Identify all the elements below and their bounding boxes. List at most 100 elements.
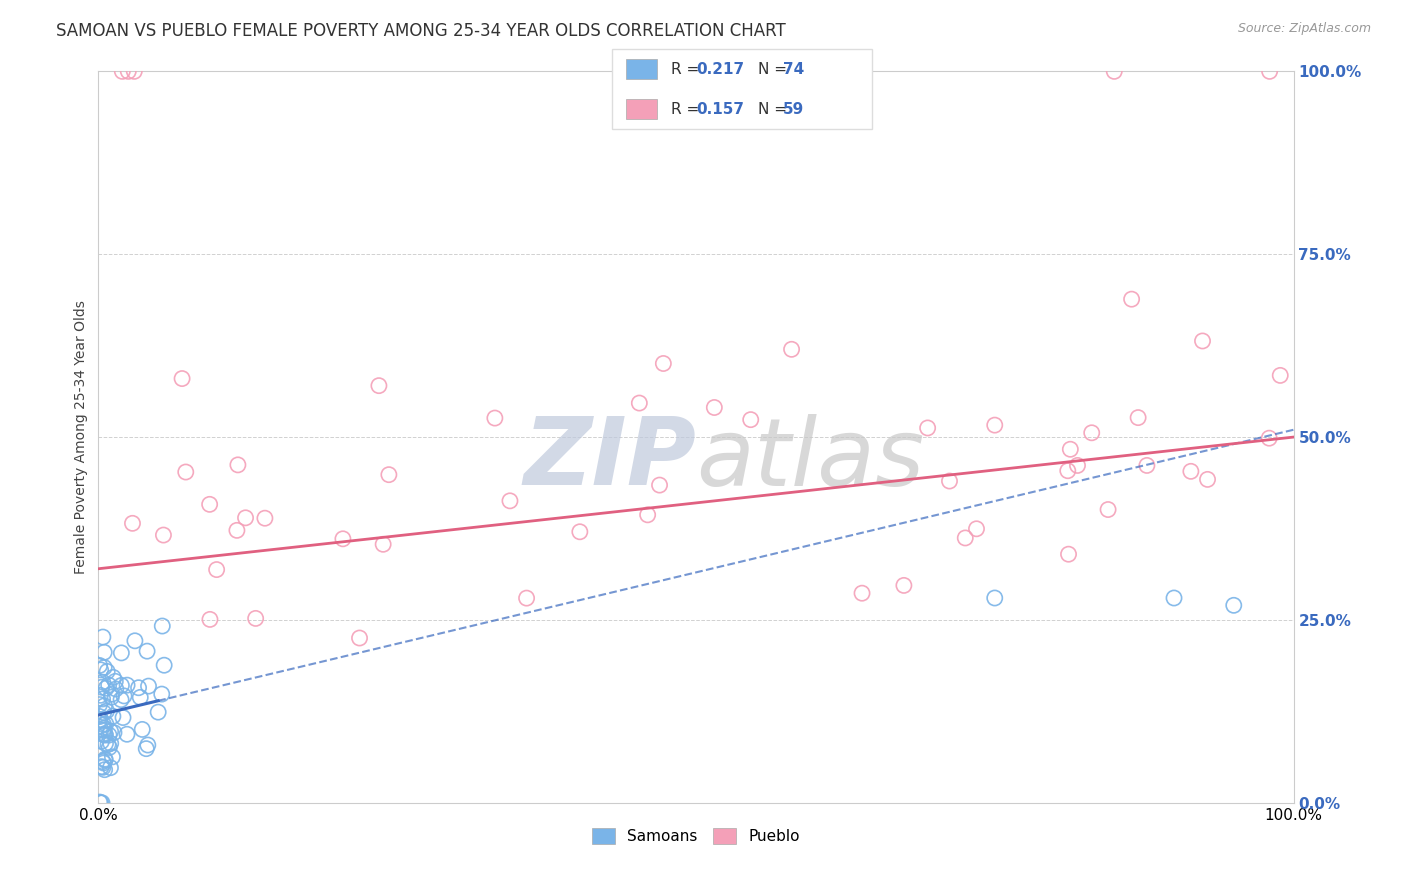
Point xyxy=(110,646,132,660)
Point xyxy=(98,740,121,755)
Point xyxy=(235,511,257,525)
Point xyxy=(150,687,173,701)
Point xyxy=(205,563,228,577)
Point xyxy=(1191,334,1213,348)
Point xyxy=(652,357,675,371)
Point xyxy=(115,727,138,741)
Point xyxy=(100,690,122,705)
Point xyxy=(148,705,170,719)
Point xyxy=(124,64,146,78)
Point xyxy=(984,591,1007,605)
Point xyxy=(110,692,132,706)
Point xyxy=(91,760,114,774)
Point xyxy=(93,756,115,770)
Text: 74: 74 xyxy=(783,62,804,77)
Text: Source: ZipAtlas.com: Source: ZipAtlas.com xyxy=(1237,22,1371,36)
Point xyxy=(198,612,221,626)
Point xyxy=(516,591,538,606)
Point xyxy=(94,752,117,766)
Text: atlas: atlas xyxy=(696,414,924,505)
Point xyxy=(94,681,117,696)
Point xyxy=(90,663,112,677)
Point xyxy=(1258,64,1281,78)
Point xyxy=(104,674,127,689)
Point xyxy=(198,497,221,511)
Point xyxy=(1197,472,1219,486)
Point xyxy=(94,728,117,742)
Point xyxy=(94,717,117,731)
Point xyxy=(103,725,125,739)
Text: 0.157: 0.157 xyxy=(696,102,744,117)
Point xyxy=(938,474,960,488)
Point xyxy=(93,660,115,674)
Point xyxy=(93,717,115,731)
Text: N =: N = xyxy=(758,62,792,77)
Point xyxy=(100,687,122,701)
Point xyxy=(91,692,114,706)
Text: 59: 59 xyxy=(783,102,804,117)
Point xyxy=(93,723,115,737)
Point xyxy=(93,728,115,742)
Point xyxy=(245,611,267,625)
Point xyxy=(917,421,939,435)
Point xyxy=(93,763,115,777)
Point xyxy=(90,723,112,737)
Point xyxy=(97,678,120,692)
Point xyxy=(136,738,159,752)
Point xyxy=(226,458,249,472)
Point xyxy=(100,736,122,750)
Point xyxy=(89,709,111,723)
Point xyxy=(1097,502,1119,516)
Point xyxy=(136,644,159,658)
Point xyxy=(253,511,276,525)
Point xyxy=(153,658,176,673)
Point xyxy=(628,396,651,410)
Point xyxy=(984,418,1007,433)
Point xyxy=(131,723,153,737)
Point xyxy=(96,704,118,718)
Point xyxy=(103,670,125,684)
Point xyxy=(172,371,194,385)
Point xyxy=(93,645,115,659)
Point xyxy=(93,721,115,735)
Point xyxy=(499,493,522,508)
Point xyxy=(93,698,115,713)
Point xyxy=(117,64,139,78)
Point xyxy=(121,516,143,531)
Point xyxy=(97,738,120,752)
Point xyxy=(703,401,725,415)
Point xyxy=(851,586,873,600)
Text: R =: R = xyxy=(671,62,704,77)
Text: N =: N = xyxy=(758,102,792,117)
Point xyxy=(112,689,135,703)
Point xyxy=(648,478,671,492)
Point xyxy=(93,706,115,720)
Point xyxy=(91,630,114,644)
Point xyxy=(96,665,118,679)
Text: ZIP: ZIP xyxy=(523,413,696,505)
Point xyxy=(89,698,111,712)
Text: R =: R = xyxy=(671,102,704,117)
Point xyxy=(226,524,249,538)
Point xyxy=(1258,431,1281,445)
Point xyxy=(1057,547,1080,561)
Point xyxy=(349,631,371,645)
Point xyxy=(1104,64,1126,78)
Point xyxy=(89,713,111,727)
Point xyxy=(1223,599,1246,613)
Point xyxy=(332,532,354,546)
Point xyxy=(1163,591,1185,605)
Point xyxy=(637,508,659,522)
Point xyxy=(115,678,138,692)
Legend: Samoans, Pueblo: Samoans, Pueblo xyxy=(586,822,806,850)
Point xyxy=(152,528,174,542)
Point xyxy=(1080,425,1102,440)
Point xyxy=(1136,458,1159,473)
Text: SAMOAN VS PUEBLO FEMALE POVERTY AMONG 25-34 YEAR OLDS CORRELATION CHART: SAMOAN VS PUEBLO FEMALE POVERTY AMONG 25… xyxy=(56,22,786,40)
Point xyxy=(94,727,117,741)
Point xyxy=(484,411,506,425)
Point xyxy=(129,690,152,705)
Point xyxy=(89,658,111,673)
Point xyxy=(124,633,146,648)
Text: 0.217: 0.217 xyxy=(696,62,744,77)
